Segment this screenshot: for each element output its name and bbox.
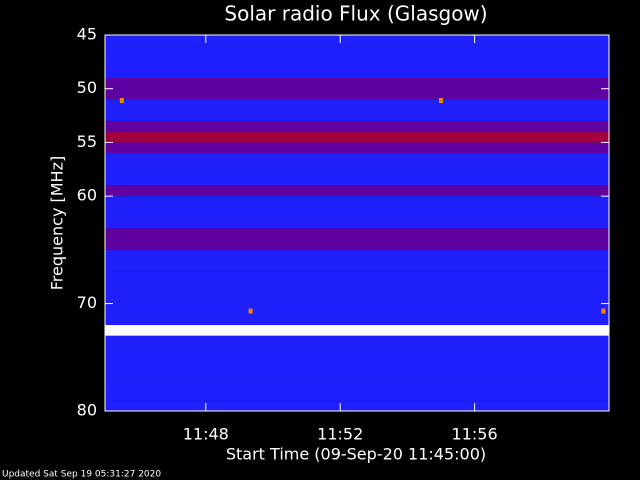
spectrum-row xyxy=(105,174,609,186)
spectrum-row xyxy=(105,314,609,326)
spectrum-row xyxy=(105,110,609,121)
spectrum-row xyxy=(105,335,609,347)
spectrum-row xyxy=(105,131,609,143)
x-tick-label: 11:56 xyxy=(452,425,498,444)
y-tick-label: 50 xyxy=(77,78,97,97)
footer: Updated Sat Sep 19 05:31:27 2020 xyxy=(2,470,161,480)
spectrum-row xyxy=(105,206,609,218)
spectrum-row xyxy=(105,400,609,411)
x-tick-label: 11:48 xyxy=(183,425,229,444)
spectrum-row xyxy=(105,45,609,57)
spectrum-row xyxy=(105,77,609,89)
chart-title: Solar radio Flux (Glasgow) xyxy=(224,2,487,26)
spectrum-row xyxy=(105,228,609,240)
y-tick-label: 70 xyxy=(77,293,97,312)
spectrum-row xyxy=(105,196,609,207)
y-tick-label: 45 xyxy=(77,25,97,44)
burst xyxy=(439,98,443,104)
spectrum-row xyxy=(105,292,609,304)
spectrum-row xyxy=(105,249,609,261)
spectrum-row xyxy=(105,153,609,164)
spectrum-row xyxy=(105,99,609,111)
x-axis-label: Start Time (09-Sep-20 11:45:00) xyxy=(226,445,486,464)
spectrum-row xyxy=(105,185,609,197)
burst xyxy=(119,98,124,104)
spectrum-row xyxy=(105,357,609,369)
spectrum-row xyxy=(105,56,609,68)
spectrum-row xyxy=(105,142,609,154)
spectrum-row xyxy=(105,271,609,283)
spectrum-row xyxy=(105,303,609,315)
y-tick-label: 55 xyxy=(77,132,97,151)
spectrum-row xyxy=(105,163,609,175)
spectrum-row xyxy=(105,67,609,78)
y-tick-label: 60 xyxy=(77,186,97,205)
spectrum-row xyxy=(105,378,609,390)
y-axis-label: Frequency [MHz] xyxy=(48,156,67,290)
plot-frame xyxy=(104,34,610,412)
spectrum-row xyxy=(105,325,609,336)
y-tick-label: 80 xyxy=(77,401,97,420)
spectrum-row xyxy=(105,282,609,293)
spectrum-row xyxy=(105,217,609,229)
spectrum-row xyxy=(105,239,609,250)
spectrum-row xyxy=(105,346,609,358)
spectrum-row xyxy=(105,35,609,46)
x-tick-label: 11:52 xyxy=(317,425,363,444)
spectrum-row xyxy=(105,368,609,379)
burst xyxy=(248,308,253,314)
burst xyxy=(601,308,606,314)
spectrum-row xyxy=(105,389,609,401)
spectrum-row xyxy=(105,260,609,272)
spectrum-row xyxy=(105,88,609,100)
plot-area xyxy=(105,35,609,411)
spectrum-row xyxy=(105,120,609,132)
